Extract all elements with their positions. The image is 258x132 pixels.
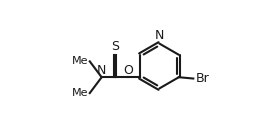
Text: S: S [111,41,119,53]
Text: Me: Me [72,88,88,98]
Text: O: O [123,64,133,77]
Text: Br: Br [196,72,210,85]
Text: N: N [155,29,164,42]
Text: Me: Me [72,56,88,66]
Text: N: N [97,64,106,77]
